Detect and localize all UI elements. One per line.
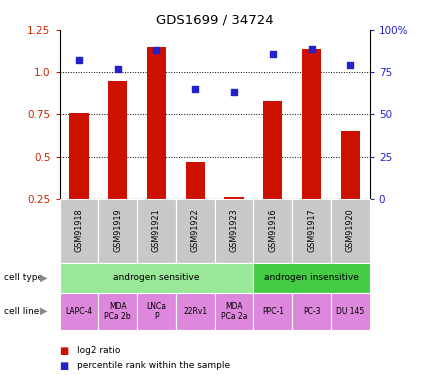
Text: MDA
PCa 2b: MDA PCa 2b [105,302,131,321]
Bar [215,199,253,262]
Text: GSM91920: GSM91920 [346,209,355,252]
Text: androgen insensitive: androgen insensitive [264,273,359,282]
Text: LAPC-4: LAPC-4 [65,307,93,316]
Text: GSM91923: GSM91923 [230,209,238,252]
Bar [60,292,98,330]
Text: ■: ■ [60,346,69,355]
Text: percentile rank within the sample: percentile rank within the sample [76,361,230,370]
Text: ▶: ▶ [40,273,48,282]
Bar [176,292,215,330]
Bar [331,199,370,262]
Point [347,62,354,68]
Point [192,86,198,92]
Bar [253,199,292,262]
Text: cell type: cell type [4,273,43,282]
Point [308,46,315,52]
Text: PPC-1: PPC-1 [262,307,284,316]
Bar [292,199,331,262]
Bar [69,112,88,199]
Bar [253,262,370,292]
Text: GSM91916: GSM91916 [268,209,277,252]
Text: GSM91918: GSM91918 [74,209,83,252]
Text: GSM91921: GSM91921 [152,209,161,252]
Bar [176,199,215,262]
Text: ▶: ▶ [40,306,48,316]
Title: GDS1699 / 34724: GDS1699 / 34724 [156,13,273,26]
Bar [60,199,98,262]
Text: PC-3: PC-3 [303,307,320,316]
Text: MDA
PCa 2a: MDA PCa 2a [221,302,247,321]
Bar [302,49,321,199]
Point [153,47,160,53]
Bar [137,199,176,262]
Text: LNCa
P: LNCa P [147,302,167,321]
Text: ■: ■ [60,361,69,370]
Bar [253,292,292,330]
Text: DU 145: DU 145 [336,307,365,316]
Bar [224,197,244,199]
Point [76,57,82,63]
Text: GSM91922: GSM91922 [191,209,200,252]
Bar [186,162,205,199]
Bar [331,292,370,330]
Text: androgen sensitive: androgen sensitive [113,273,200,282]
Bar [137,292,176,330]
Text: 22Rv1: 22Rv1 [183,307,207,316]
Bar [341,131,360,199]
Bar [147,47,166,199]
Bar [60,262,253,292]
Bar [292,292,331,330]
Text: GSM91917: GSM91917 [307,209,316,252]
Text: cell line: cell line [4,307,40,316]
Bar [98,292,137,330]
Point [114,66,121,72]
Bar [108,81,128,199]
Point [231,90,238,96]
Text: log2 ratio: log2 ratio [76,346,120,355]
Point [269,51,276,57]
Bar [263,101,283,199]
Text: GSM91919: GSM91919 [113,209,122,252]
Bar [98,199,137,262]
Bar [215,292,253,330]
